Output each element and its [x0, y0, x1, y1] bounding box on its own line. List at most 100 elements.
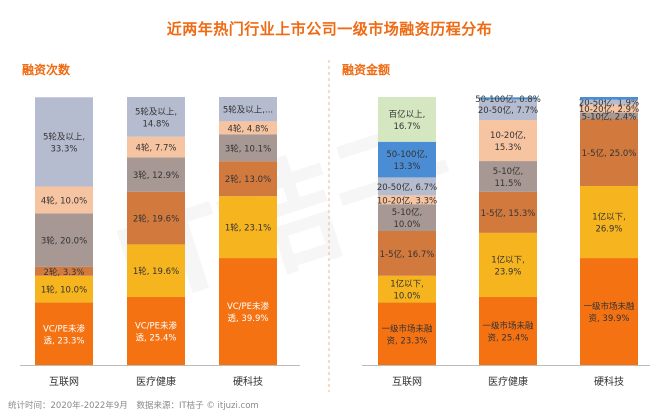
data-label: 50-100亿, 0.8% — [475, 94, 541, 105]
data-label: 1轮, 10.0% — [41, 285, 87, 296]
data-label: 10.0% — [393, 220, 420, 230]
data-label: 1轮, 23.1% — [225, 223, 271, 234]
data-label: 20-50亿, 6.7% — [377, 182, 437, 193]
data-label: 5轮及以上,... — [223, 105, 273, 116]
bar-segment — [219, 161, 277, 197]
bar-segment — [219, 134, 277, 162]
bar-segment — [479, 99, 537, 121]
data-label: 10.0% — [393, 292, 420, 302]
data-label: 4轮, 10.0% — [41, 195, 87, 206]
x-tick-label: 医疗健康 — [136, 375, 176, 388]
data-label: 一级市场未融 — [583, 301, 635, 312]
data-label: 5-10亿, 2.4% — [582, 111, 637, 122]
data-label: VC/PE未渗 — [43, 323, 86, 334]
data-label: 1亿以下, — [592, 212, 626, 223]
bar-segment — [35, 213, 93, 267]
data-label: 2轮, 19.6% — [133, 214, 179, 225]
bar-segment — [580, 99, 638, 105]
data-label: 5轮及以上, — [43, 131, 85, 142]
data-label: 10-20亿, 3.3% — [377, 195, 437, 206]
bar-segment — [127, 244, 185, 297]
footer-time: 统计时间：2020年-2022年9月 — [8, 401, 128, 411]
data-label: 11.5% — [494, 179, 521, 189]
bar-segment — [580, 97, 638, 100]
bar-segment — [127, 296, 185, 365]
bar-segment — [35, 302, 93, 365]
bar-segment — [378, 302, 436, 365]
bar-segment — [378, 97, 436, 142]
data-label: 2轮, 3.3% — [44, 267, 85, 278]
data-label: 资, 25.4% — [488, 332, 529, 343]
footer: 统计时间：2020年-2022年9月 数据来源：IT桔子 © itjuzi.co… — [8, 399, 265, 411]
bar-segment — [479, 296, 537, 365]
data-label: 5-10亿, — [392, 207, 423, 218]
data-label: 资, 39.9% — [589, 313, 630, 324]
bar-segment — [219, 196, 277, 259]
bar-segment — [479, 120, 537, 162]
data-label: 5轮及以上, — [135, 106, 177, 117]
data-label: 1亿以下, — [491, 254, 525, 265]
data-label: 透, 25.4% — [136, 332, 177, 343]
bar-segment — [479, 232, 537, 297]
data-label: 1亿以下, — [390, 279, 424, 290]
x-tick-label: 硬科技 — [594, 375, 624, 388]
bar-segment — [219, 258, 277, 365]
data-label: 5-10亿, — [493, 166, 524, 177]
data-label: 透, 23.3% — [44, 335, 85, 346]
bar-segment — [580, 185, 638, 259]
data-label: 26.9% — [595, 225, 622, 235]
bar-segment — [127, 157, 185, 192]
panel-title-amount: 融资金额 — [342, 63, 391, 77]
bar-segment — [127, 191, 185, 245]
bar-segment — [127, 97, 185, 137]
bar-segment — [219, 121, 277, 135]
data-label: 33.3% — [50, 144, 77, 154]
chart-title: 近两年热门行业上市公司一级市场融资历程分布 — [166, 20, 493, 38]
bar-segment — [127, 136, 185, 158]
bar-segment — [580, 104, 638, 113]
bar-segment — [378, 177, 436, 196]
data-label: 3轮, 10.1% — [225, 143, 271, 154]
bar-segment — [378, 195, 436, 205]
data-label: 百亿以上, — [389, 109, 426, 120]
data-label: 15.3% — [494, 143, 521, 153]
footer-source: 数据来源：IT桔子 © itjuzi.com — [136, 401, 259, 411]
data-label: 20-50亿, 1.9% — [579, 98, 639, 109]
data-label: 1-5亿, 16.7% — [380, 249, 435, 260]
data-label: 20-50亿, 7.7% — [478, 105, 538, 116]
bar-segment — [378, 204, 436, 231]
data-label: 3轮, 12.9% — [133, 170, 179, 181]
x-tick-label: 医疗健康 — [488, 375, 528, 388]
data-label: 资, 23.3% — [387, 335, 428, 346]
bar-segment — [35, 186, 93, 214]
bar-segment — [378, 231, 436, 276]
data-label: 10-20亿, — [490, 130, 526, 141]
data-label: VC/PE未渗 — [135, 320, 178, 331]
data-label: 4轮, 7.7% — [136, 142, 177, 153]
data-label: 23.9% — [494, 267, 521, 277]
x-tick-label: 互联网 — [49, 376, 79, 388]
data-label: 一级市场未融 — [381, 323, 433, 334]
data-label: 14.8% — [142, 119, 169, 129]
bar-segment — [378, 141, 436, 178]
bar-segment — [35, 97, 93, 187]
bar-segment — [580, 118, 638, 186]
bar-segment — [35, 266, 93, 276]
bar-segment — [479, 161, 537, 192]
bar-segment — [35, 275, 93, 303]
data-label: 3轮, 20.0% — [41, 236, 87, 247]
data-label: 1-5亿, 25.0% — [582, 148, 637, 159]
x-tick-label: 互联网 — [392, 376, 422, 388]
data-label: 13.3% — [393, 162, 420, 172]
data-label: 透, 39.9% — [228, 313, 269, 324]
data-label: 2轮, 13.0% — [225, 174, 271, 185]
bar-segment — [580, 112, 638, 119]
data-label: 16.7% — [393, 122, 420, 132]
data-label: 1轮, 19.6% — [133, 266, 179, 277]
bar-segment — [479, 97, 537, 100]
data-label: 50-100亿, — [386, 149, 427, 160]
data-label: VC/PE未渗 — [227, 301, 270, 312]
